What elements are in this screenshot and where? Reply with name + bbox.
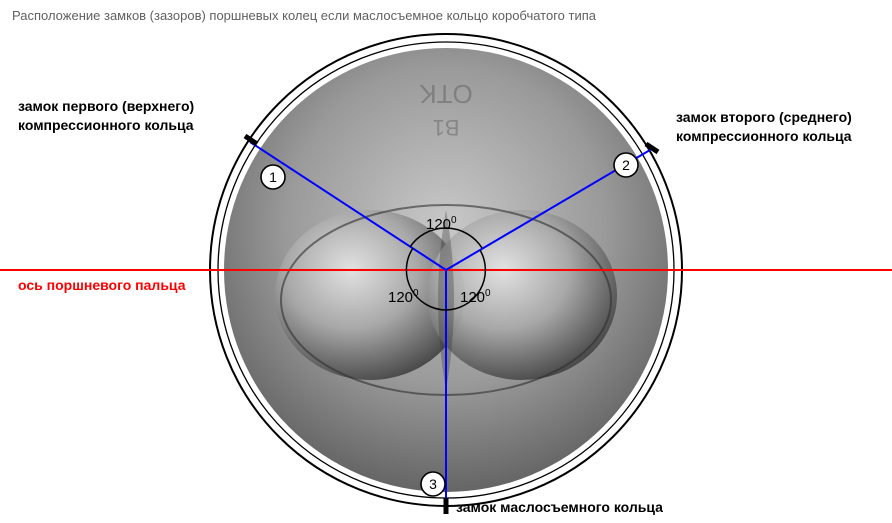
- label-axis: ось поршневого пальца: [18, 276, 186, 295]
- marker-3: 3: [421, 472, 445, 496]
- label-second-ring: замок второго (среднего) компрессионного…: [676, 108, 852, 146]
- angle-top-sup: 0: [451, 215, 457, 226]
- angle-top: 1200: [426, 215, 457, 233]
- angle-right-sup: 0: [485, 288, 491, 299]
- angle-right: 1200: [460, 288, 491, 306]
- angle-right-val: 120: [460, 289, 485, 306]
- label-first-ring-line2: компрессионного кольца: [18, 117, 194, 133]
- marker-1: 1: [261, 165, 285, 189]
- marker-2-text: 2: [622, 157, 630, 173]
- label-oil-ring: замок маслосъемного кольца: [456, 498, 663, 517]
- angle-left: 1200: [388, 288, 419, 306]
- label-second-ring-line1: замок второго (среднего): [676, 109, 852, 125]
- angle-left-val: 120: [388, 289, 413, 306]
- svg-text:OTK: OTK: [419, 79, 473, 109]
- marker-3-text: 3: [429, 476, 437, 492]
- label-second-ring-line2: компрессионного кольца: [676, 128, 852, 144]
- diagram-canvas: OTK B1 1 2: [0, 0, 892, 523]
- svg-text:B1: B1: [433, 115, 460, 140]
- diagram-svg: OTK B1 1 2: [0, 0, 892, 523]
- diagram-title: Расположение замков (зазоров) поршневых …: [12, 8, 596, 23]
- label-first-ring: замок первого (верхнего) компрессионного…: [18, 97, 194, 135]
- angle-left-sup: 0: [413, 288, 419, 299]
- label-first-ring-line1: замок первого (верхнего): [18, 98, 194, 114]
- marker-1-text: 1: [269, 169, 277, 185]
- angle-top-val: 120: [426, 216, 451, 233]
- marker-2: 2: [614, 153, 638, 177]
